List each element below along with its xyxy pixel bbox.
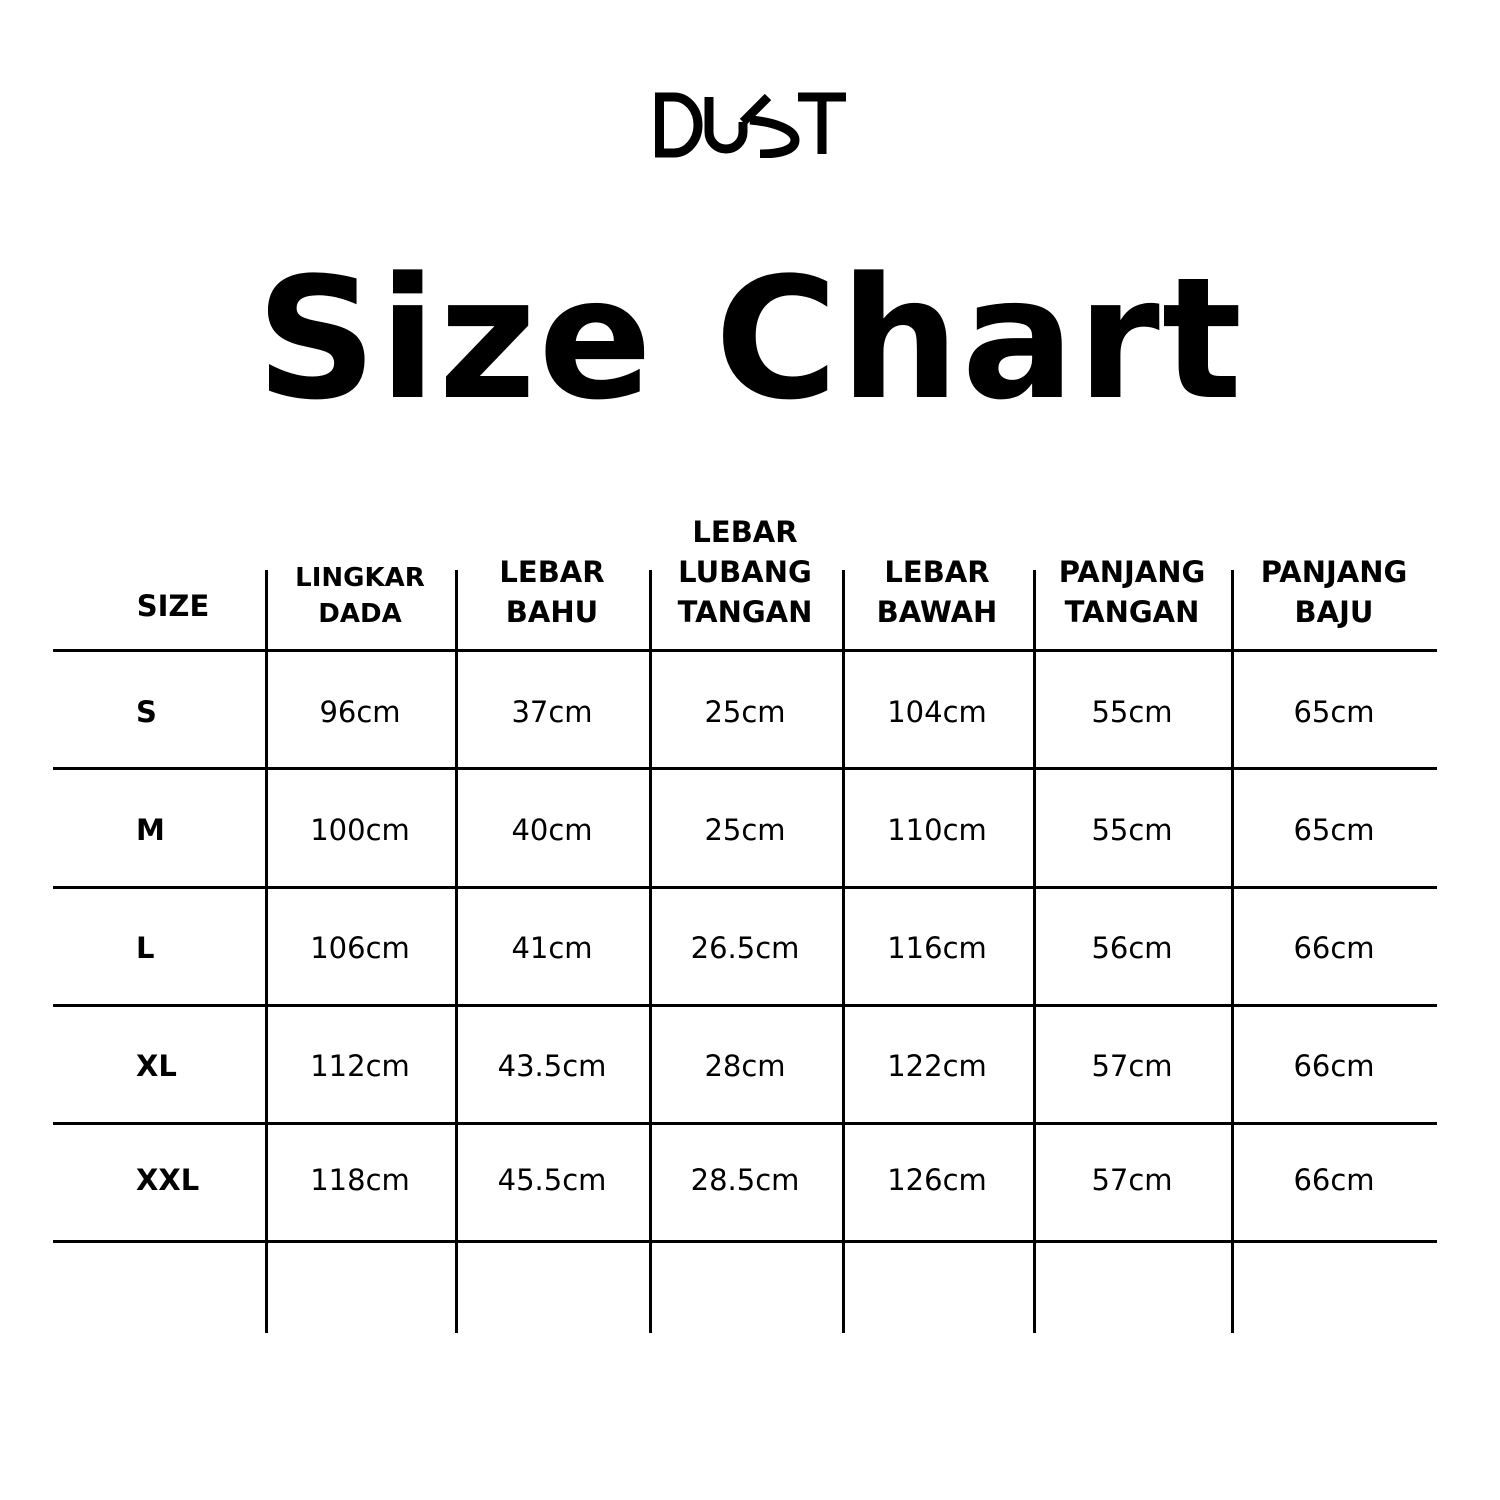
- table-cell: 65cm: [1293, 695, 1375, 729]
- page-title: Size Chart: [255, 241, 1245, 437]
- header-line: LINGKAR: [295, 563, 425, 593]
- table-cell: 112cm: [310, 1049, 410, 1083]
- table-cell: 118cm: [310, 1163, 410, 1197]
- header-line: DADA: [318, 599, 402, 629]
- size-label: XXL: [136, 1163, 200, 1197]
- column-header: LINGKAR DADA: [295, 560, 425, 632]
- table-cell: 55cm: [1091, 813, 1173, 847]
- table-cell: 96cm: [319, 695, 401, 729]
- column-divider: [455, 570, 458, 1333]
- table-cell: 45.5cm: [497, 1163, 607, 1197]
- table-cell: 40cm: [511, 813, 593, 847]
- column-header: LEBAR BAHU: [499, 552, 604, 632]
- row-divider: [53, 1004, 1437, 1007]
- table-cell: 57cm: [1091, 1163, 1173, 1197]
- size-label: XL: [136, 1049, 177, 1083]
- column-divider: [649, 570, 652, 1333]
- table-cell: 57cm: [1091, 1049, 1173, 1083]
- column-divider: [1033, 570, 1036, 1333]
- row-divider: [53, 1122, 1437, 1125]
- column-divider: [265, 570, 268, 1333]
- table-cell: 100cm: [310, 813, 410, 847]
- table-cell: 37cm: [511, 695, 593, 729]
- table-cell: 104cm: [887, 695, 987, 729]
- table-cell: 25cm: [704, 813, 786, 847]
- header-line: TANGAN: [1064, 595, 1200, 629]
- column-divider: [1231, 570, 1234, 1333]
- column-header: SIZE: [137, 586, 210, 626]
- size-label: S: [136, 695, 157, 729]
- table-cell: 66cm: [1293, 931, 1375, 965]
- table-cell: 41cm: [511, 931, 593, 965]
- header-line: LEBAR: [692, 515, 798, 549]
- table-cell: 25cm: [704, 695, 786, 729]
- header-line: SIZE: [136, 589, 210, 623]
- column-header: LEBAR BAWAH: [877, 552, 998, 632]
- row-divider: [53, 767, 1437, 770]
- table-cell: 56cm: [1091, 931, 1173, 965]
- table-cell: 28cm: [704, 1049, 786, 1083]
- table-cell: 66cm: [1293, 1163, 1375, 1197]
- table-cell: 55cm: [1091, 695, 1173, 729]
- table-cell: 116cm: [887, 931, 987, 965]
- table-cell: 106cm: [310, 931, 410, 965]
- table-cell: 126cm: [887, 1163, 987, 1197]
- header-line: LUBANG: [678, 555, 812, 589]
- size-label: M: [136, 813, 165, 847]
- header-line: PANJANG: [1260, 555, 1408, 589]
- table-cell: 66cm: [1293, 1049, 1375, 1083]
- header-line: LEBAR: [499, 555, 605, 589]
- column-header: LEBAR LUBANG TANGAN: [678, 512, 813, 632]
- row-divider: [53, 1240, 1437, 1243]
- table-cell: 43.5cm: [497, 1049, 607, 1083]
- header-line: PANJANG: [1058, 555, 1206, 589]
- column-header: PANJANG BAJU: [1261, 552, 1408, 632]
- table-cell: 122cm: [887, 1049, 987, 1083]
- column-header: PANJANG TANGAN: [1059, 552, 1206, 632]
- column-divider: [842, 570, 845, 1333]
- table-cell: 65cm: [1293, 813, 1375, 847]
- header-line: BAWAH: [876, 595, 998, 629]
- dust-logo: [655, 92, 846, 158]
- row-divider: [53, 649, 1437, 652]
- header-line: LEBAR: [884, 555, 990, 589]
- table-cell: 26.5cm: [690, 931, 800, 965]
- header-line: BAJU: [1294, 595, 1374, 629]
- table-cell: 110cm: [887, 813, 987, 847]
- table-cell: 28.5cm: [690, 1163, 800, 1197]
- size-label: L: [136, 931, 155, 965]
- row-divider: [53, 886, 1437, 889]
- header-line: TANGAN: [677, 595, 813, 629]
- header-line: BAHU: [505, 595, 599, 629]
